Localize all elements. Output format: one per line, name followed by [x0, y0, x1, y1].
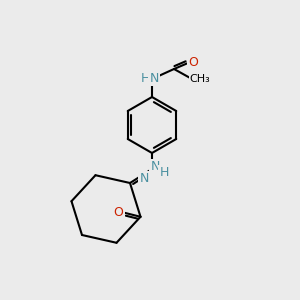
Text: O: O [114, 206, 124, 219]
Text: N: N [149, 71, 159, 85]
Text: N: N [150, 160, 160, 173]
Text: N: N [139, 172, 149, 185]
Text: O: O [188, 56, 198, 68]
Text: H: H [159, 167, 169, 179]
Text: CH₃: CH₃ [190, 74, 210, 84]
Text: H: H [140, 71, 150, 85]
